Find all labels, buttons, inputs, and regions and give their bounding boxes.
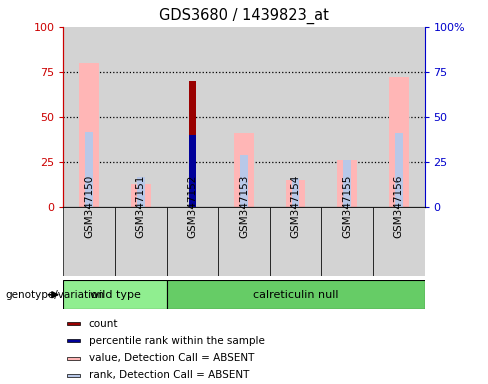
Text: GSM347151: GSM347151 <box>136 175 146 238</box>
Text: GSM347153: GSM347153 <box>239 175 249 238</box>
Bar <box>389 78 408 207</box>
Bar <box>218 207 270 276</box>
Bar <box>85 132 93 207</box>
Bar <box>188 135 196 207</box>
Bar <box>63 27 115 207</box>
Text: calreticulin null: calreticulin null <box>253 290 338 300</box>
Bar <box>373 27 425 207</box>
Text: value, Detection Call = ABSENT: value, Detection Call = ABSENT <box>89 353 254 363</box>
Bar <box>67 374 80 377</box>
Bar <box>188 135 196 207</box>
Bar <box>63 280 166 309</box>
Text: GSM347154: GSM347154 <box>290 175 301 238</box>
Title: GDS3680 / 1439823_at: GDS3680 / 1439823_at <box>159 8 329 24</box>
Bar <box>67 339 80 343</box>
Bar <box>115 27 166 207</box>
Bar <box>286 180 305 207</box>
Bar <box>80 63 99 207</box>
Bar <box>166 27 218 207</box>
Bar <box>344 161 351 207</box>
Bar <box>166 280 425 309</box>
Text: genotype/variation: genotype/variation <box>5 290 104 300</box>
Bar <box>166 207 218 276</box>
Text: rank, Detection Call = ABSENT: rank, Detection Call = ABSENT <box>89 370 249 381</box>
Bar <box>63 207 115 276</box>
Bar <box>322 207 373 276</box>
Bar <box>218 27 270 207</box>
Bar <box>395 133 403 207</box>
Text: GSM347150: GSM347150 <box>84 175 94 238</box>
Text: percentile rank within the sample: percentile rank within the sample <box>89 336 264 346</box>
Bar <box>67 356 80 360</box>
Bar <box>131 184 151 207</box>
Bar <box>240 155 248 207</box>
Bar <box>234 133 254 207</box>
Bar <box>270 207 322 276</box>
Bar <box>115 207 166 276</box>
Bar <box>137 177 145 207</box>
Text: GSM347155: GSM347155 <box>342 175 352 238</box>
Text: wild type: wild type <box>90 290 141 300</box>
Bar <box>188 81 196 207</box>
Bar <box>270 27 322 207</box>
Bar <box>67 322 80 325</box>
Bar <box>337 161 357 207</box>
Text: GSM347156: GSM347156 <box>394 175 404 238</box>
Text: count: count <box>89 318 118 329</box>
Bar <box>292 179 300 207</box>
Text: GSM347152: GSM347152 <box>187 175 198 238</box>
Bar <box>322 27 373 207</box>
Bar <box>373 207 425 276</box>
